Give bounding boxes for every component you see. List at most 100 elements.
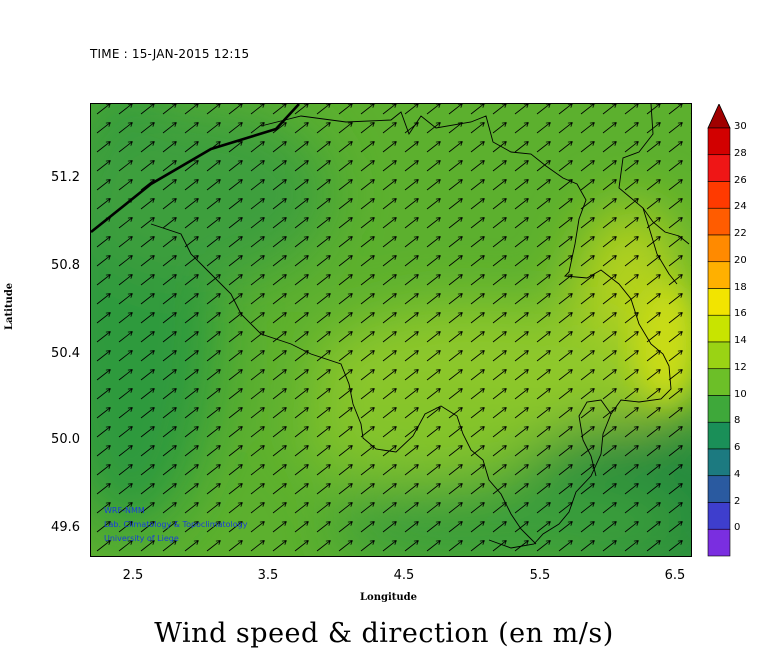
colorbar-label: 10: [734, 388, 747, 400]
wind-arrow: [580, 141, 595, 153]
wind-arrow: [668, 255, 683, 267]
wind-arrow: [536, 274, 551, 286]
wind-arrow: [514, 464, 529, 476]
wind-arrow: [338, 350, 353, 362]
wind-arrow: [360, 464, 375, 476]
wind-arrow: [360, 540, 375, 552]
wind-arrow: [96, 502, 111, 514]
wind-arrow: [272, 464, 287, 476]
wind-arrow: [492, 274, 507, 286]
wind-arrow: [382, 540, 397, 552]
wind-arrow: [294, 255, 309, 267]
wind-arrow: [558, 388, 573, 400]
wind-arrow: [96, 464, 111, 476]
wind-arrow: [448, 255, 463, 267]
wind-arrow: [140, 122, 155, 134]
wind-arrow: [470, 274, 485, 286]
speed-zone-south-center: [301, 384, 541, 484]
wind-arrow: [492, 445, 507, 457]
wind-arrow: [96, 312, 111, 324]
wind-arrow: [140, 217, 155, 229]
wind-arrow: [426, 331, 441, 343]
wind-arrow: [338, 426, 353, 438]
germany-border-north: [642, 207, 678, 285]
wind-arrow: [250, 464, 265, 476]
colorbar-label: 12: [734, 361, 747, 373]
wind-arrow: [316, 179, 331, 191]
wind-arrow: [602, 217, 617, 229]
wind-arrow: [184, 255, 199, 267]
wind-arrow: [140, 331, 155, 343]
wind-arrow: [470, 426, 485, 438]
wind-arrow: [206, 255, 221, 267]
wind-arrow: [690, 341, 691, 342]
wind-arrow: [668, 540, 683, 552]
wind-arrow: [690, 531, 691, 532]
wind-arrow: [690, 322, 691, 323]
wind-arrow: [646, 464, 661, 476]
wind-arrow: [426, 236, 441, 248]
france-belgium-border: [150, 223, 537, 545]
wind-arrow: [536, 426, 551, 438]
wind-arrow: [272, 217, 287, 229]
wind-arrow: [228, 274, 243, 286]
wind-arrow: [316, 445, 331, 457]
wind-arrow: [228, 445, 243, 457]
wind-arrow: [228, 293, 243, 305]
wind-arrow: [602, 293, 617, 305]
wind-arrow: [580, 255, 595, 267]
y-tick-label: 49.6: [51, 520, 80, 535]
wind-arrow: [140, 160, 155, 172]
wind-arrow: [514, 445, 529, 457]
wind-arrow: [668, 217, 683, 229]
wind-arrow: [360, 312, 375, 324]
colorbar-cell: [707, 207, 731, 236]
wind-arrow: [624, 388, 639, 400]
wind-arrow: [118, 521, 133, 533]
wind-arrow: [294, 141, 309, 153]
wind-arrow: [272, 521, 287, 533]
wind-arrow: [624, 369, 639, 381]
wind-arrow: [426, 198, 441, 210]
wind-arrow: [162, 331, 177, 343]
wind-arrow: [338, 407, 353, 419]
wind-arrow: [206, 293, 221, 305]
wind-arrow: [558, 236, 573, 248]
wind-arrow: [294, 331, 309, 343]
wind-arrow: [162, 160, 177, 172]
wind-arrow: [668, 388, 683, 400]
wind-arrow: [470, 331, 485, 343]
wind-arrow: [690, 189, 691, 190]
colorbar-label: 8: [734, 415, 741, 427]
wind-arrow: [492, 426, 507, 438]
wind-arrow: [184, 331, 199, 343]
wind-arrow: [690, 493, 691, 494]
wind-arrow: [96, 388, 111, 400]
colorbar-max-arrow: [707, 104, 731, 129]
wind-arrow: [96, 540, 111, 552]
wind-arrow: [206, 331, 221, 343]
wind-arrow: [492, 255, 507, 267]
wind-arrow: [294, 464, 309, 476]
wind-arrow: [360, 293, 375, 305]
wind-arrow: [162, 521, 177, 533]
wind-arrow: [514, 179, 529, 191]
wind-arrow: [294, 160, 309, 172]
wind-arrow: [162, 122, 177, 134]
wind-arrow: [184, 274, 199, 286]
wind-arrow: [492, 483, 507, 495]
wind-arrow: [272, 236, 287, 248]
colorbar-label: 26: [734, 174, 747, 186]
wind-arrow: [536, 350, 551, 362]
wind-arrow: [206, 179, 221, 191]
wind-arrow: [118, 426, 133, 438]
wind-arrow: [206, 274, 221, 286]
wind-arrow: [140, 312, 155, 324]
wind-arrow: [316, 331, 331, 343]
wind-arrow: [492, 104, 507, 115]
wind-vectors: [96, 104, 691, 552]
wind-arrow: [272, 426, 287, 438]
credit-lab: Lab. Climatology & Topoclimatology: [104, 520, 248, 529]
wind-arrow: [206, 122, 221, 134]
wind-arrow: [492, 464, 507, 476]
